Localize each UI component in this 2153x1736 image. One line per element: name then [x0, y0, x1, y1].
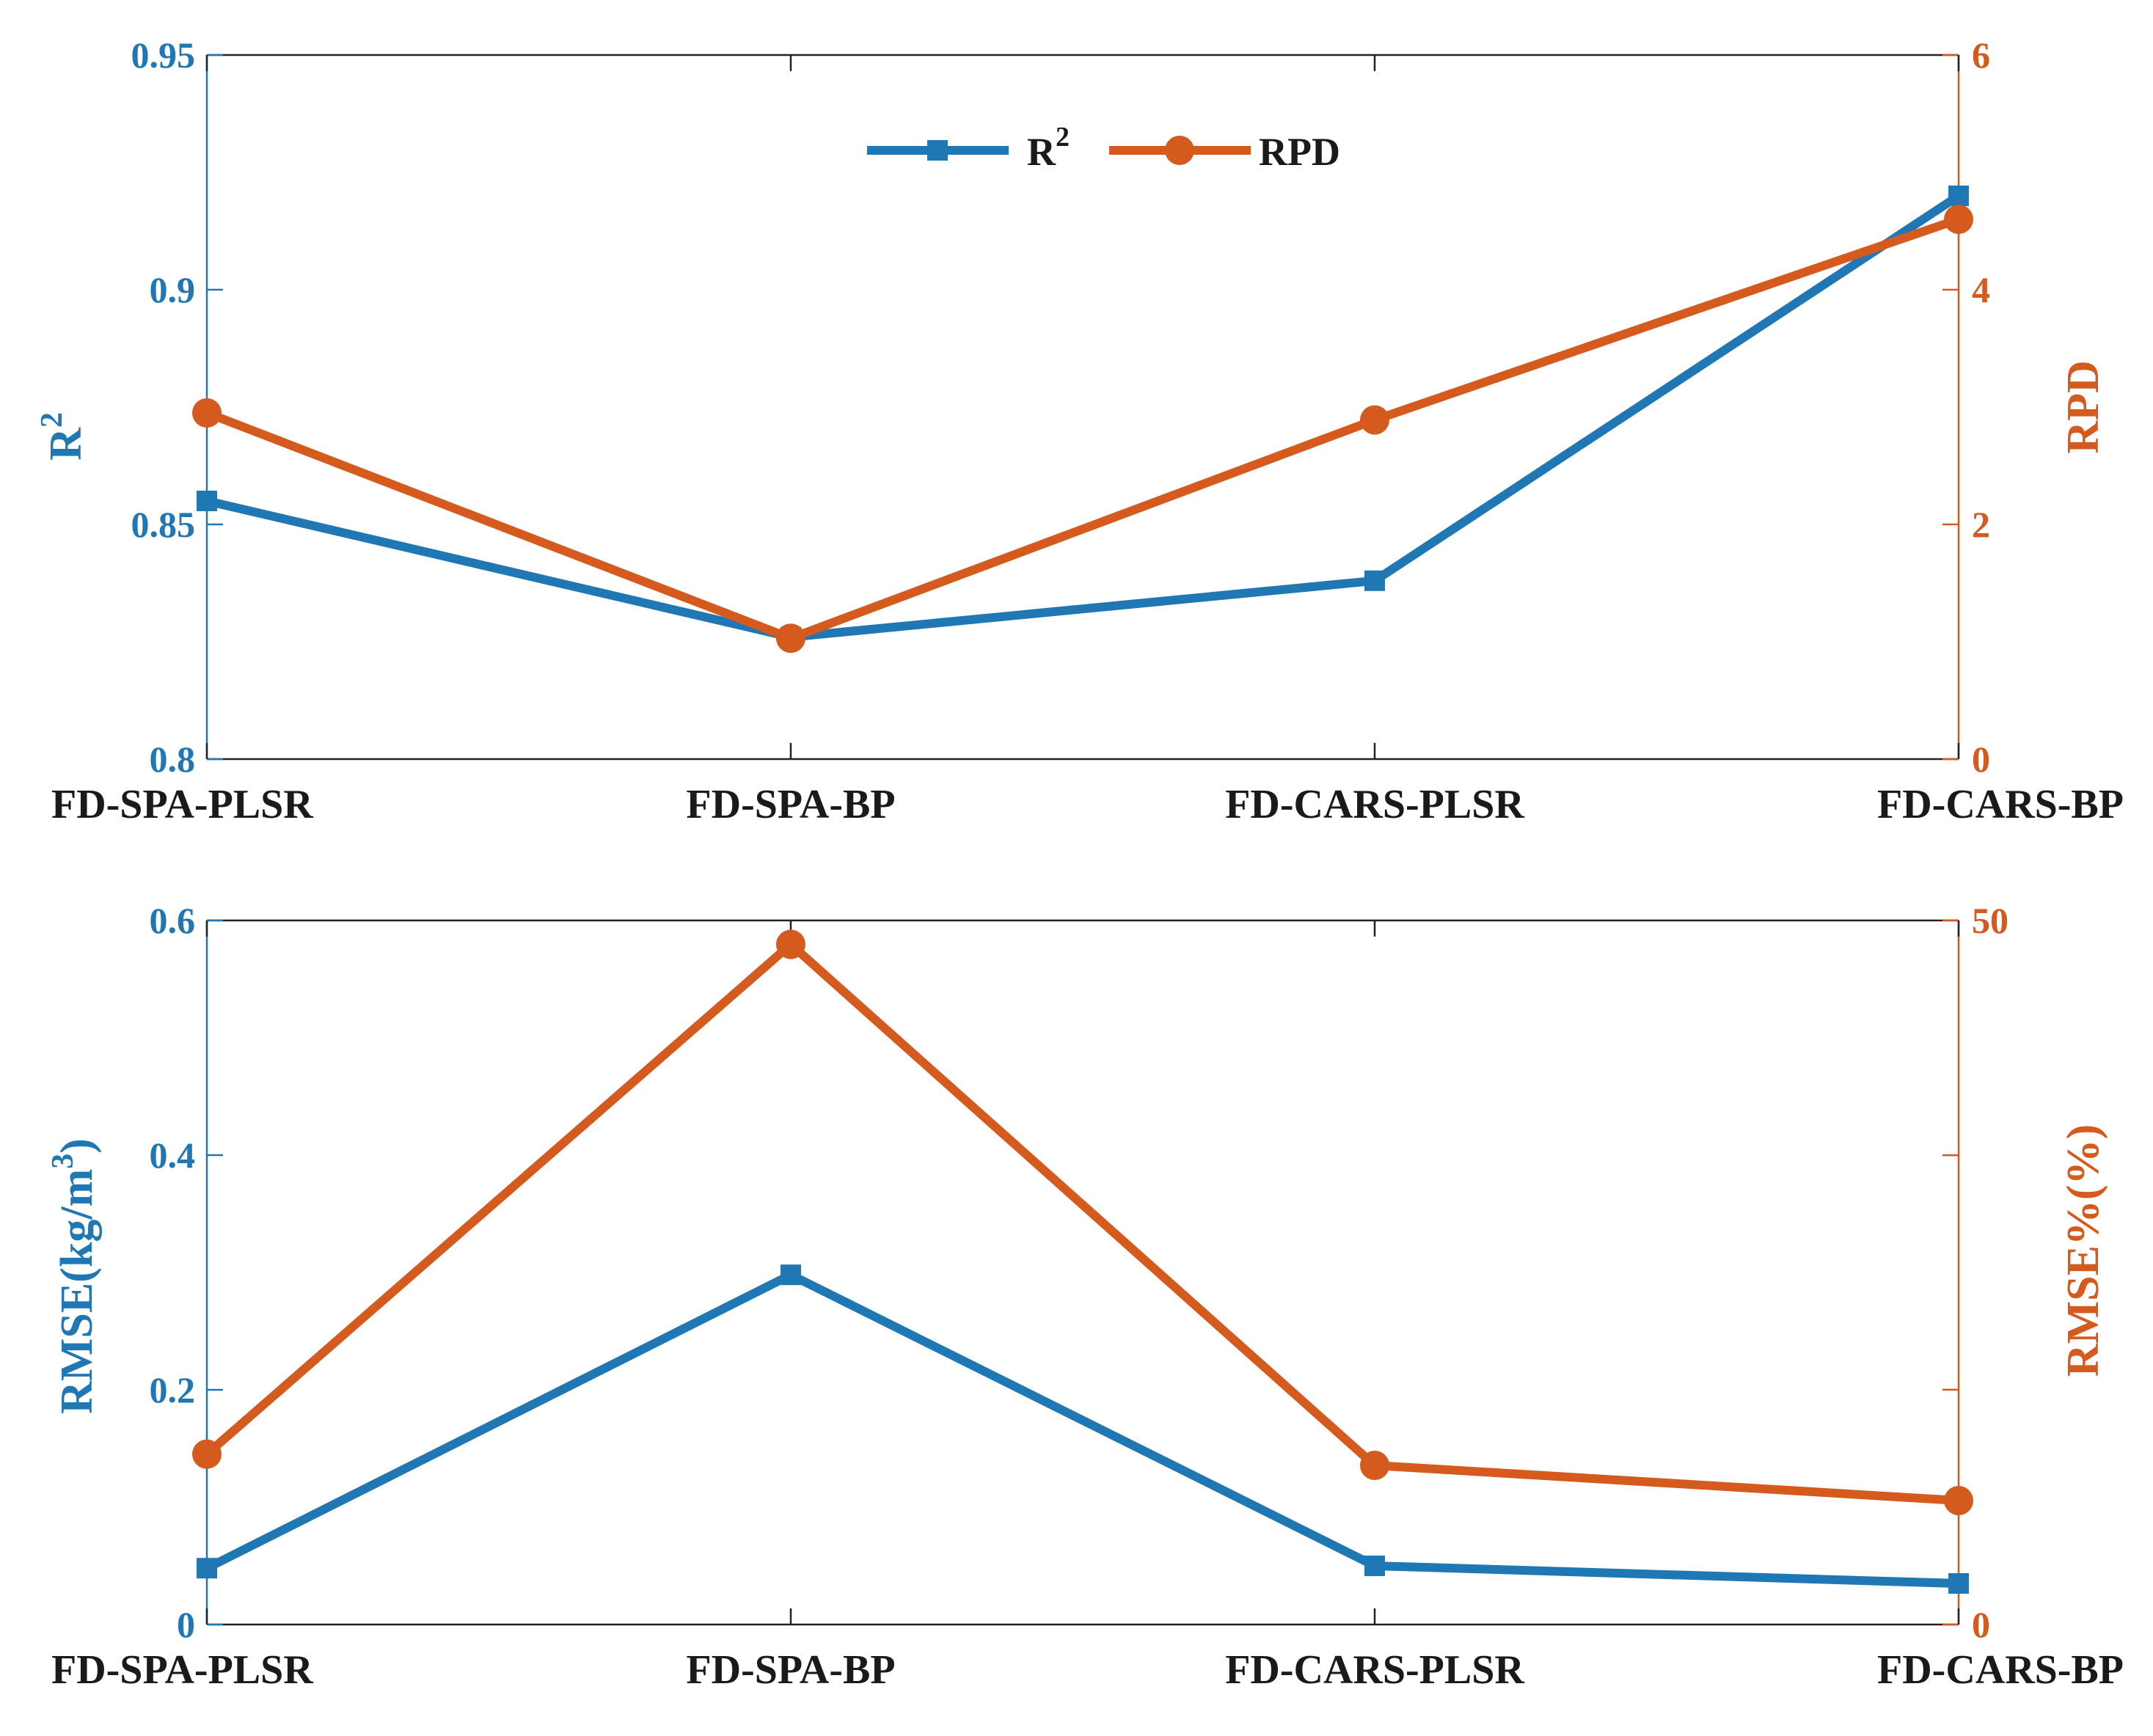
data-point-circle [192, 398, 222, 428]
data-point-circle [192, 1439, 222, 1469]
series-line-rpd [205, 215, 1960, 643]
plot-frame [205, 54, 1960, 761]
x-tick-label: FD-SPA-BP [686, 782, 895, 827]
left-axis-label: RMSE(kg/m3) [46, 1138, 102, 1414]
data-point-circle [1944, 205, 1973, 234]
right-tick-label: 0 [1972, 1604, 1990, 1645]
left-tick-label: 0.9 [150, 269, 196, 310]
left-tick-label: 0.95 [131, 34, 196, 76]
panel-r2-rpd: 0.8 0.85 0.9 0.95 0 2 4 6 FD-SPA-PLSR FD-SPA-BP… [35, 34, 2124, 827]
x-tick-label: FD-CARS-BP [1877, 782, 2124, 827]
x-tick-label: FD-SPA-PLSR [51, 1647, 313, 1693]
series-lines [192, 929, 1973, 1594]
right-axis-ticks: 0 50 [1942, 900, 2008, 1645]
left-tick-label: 0.2 [150, 1369, 196, 1410]
x-tick-label: FD-CARS-PLSR [1225, 782, 1524, 827]
data-point-square [781, 1264, 801, 1286]
x-tick-label: FD-CARS-PLSR [1225, 1647, 1524, 1693]
data-point-circle [1360, 405, 1389, 435]
data-point-square [197, 491, 217, 511]
right-tick-label: 50 [1972, 900, 2008, 941]
data-point-square [1364, 570, 1385, 591]
right-axis-ticks: 0 2 4 6 [1942, 34, 1990, 780]
legend-r2-marker [927, 140, 948, 161]
legend-rpd-label: RPD [1259, 130, 1340, 174]
x-axis-ticks: FD-SPA-PLSR FD-SPA-BP FD-CARS-PLSR FD-CARS-… [51, 920, 2124, 1693]
series-line-rmse- [204, 940, 1959, 1506]
series-lines [192, 186, 1973, 653]
legend: R2 RPD [867, 122, 1340, 174]
series-line-r [205, 191, 1962, 642]
right-axis-label: RMSE%(%) [2058, 1124, 2108, 1377]
data-point-circle [776, 623, 805, 653]
left-tick-label: 0.6 [150, 900, 196, 941]
left-tick-label: 0.8 [150, 739, 196, 780]
right-tick-label: 0 [1972, 739, 1990, 780]
left-axis-label: R2 [35, 412, 91, 461]
x-tick-label: FD-CARS-BP [1877, 1647, 2124, 1693]
left-axis-ticks: 0 0.2 0.4 0.6 [150, 900, 223, 1645]
data-point-circle [1360, 1451, 1389, 1481]
panel-rmse: 0 0.2 0.4 0.6 0 50 FD-SPA-PLSR FD-SPA-BP FD-CA… [46, 900, 2124, 1693]
data-point-circle [1944, 1486, 1973, 1516]
x-tick-label: FD-SPA-BP [686, 1647, 895, 1693]
right-axis-label: RPD [2058, 360, 2108, 453]
left-tick-label: 0 [177, 1604, 195, 1645]
legend-rpd-marker [1165, 136, 1194, 165]
series-line-rmse [205, 1270, 1959, 1588]
right-tick-label: 4 [1972, 269, 1990, 310]
x-axis-ticks: FD-SPA-PLSR FD-SPA-BP FD-CARS-PLSR FD-CARS-… [51, 55, 2124, 827]
plot-frame [205, 919, 1960, 1626]
right-tick-label: 2 [1972, 504, 1990, 545]
left-tick-label: 0.4 [150, 1135, 196, 1176]
left-tick-label: 0.85 [131, 504, 196, 545]
data-point-square [1948, 186, 1969, 206]
right-tick-label: 6 [1972, 34, 1990, 76]
x-tick-label: FD-SPA-PLSR [51, 782, 313, 827]
data-point-square [197, 1558, 217, 1579]
data-point-circle [776, 929, 805, 959]
left-axis-ticks: 0.8 0.85 0.9 0.95 [131, 34, 223, 780]
data-point-square [1364, 1556, 1385, 1576]
legend-r2-label: R2 [1027, 122, 1070, 174]
data-point-square [1948, 1573, 1969, 1594]
